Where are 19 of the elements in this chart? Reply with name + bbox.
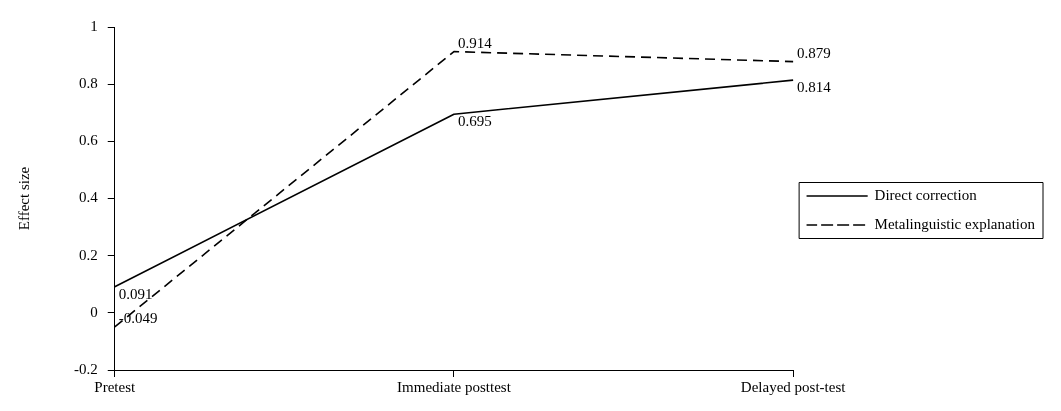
y-tick-label: 0 [90, 303, 98, 320]
y-tick-label: -0.2 [74, 360, 98, 377]
data-label: -0.049 [118, 309, 158, 326]
y-tick-label: 0.4 [79, 189, 99, 206]
data-label: 0.879 [797, 44, 831, 61]
data-label: 0.091 [118, 285, 153, 302]
x-tick-label: Delayed post-test [740, 378, 847, 395]
legend-label: Metalinguistic explanation [874, 215, 1036, 232]
y-tick-label: 0.2 [79, 246, 98, 263]
y-tick-label: 0.8 [79, 75, 98, 92]
data-label: 0.814 [797, 79, 832, 96]
y-tick-label: 0.6 [79, 132, 99, 149]
x-tick-label: Pretest [94, 378, 136, 395]
y-axis-title: Effect size [15, 166, 32, 231]
y-tick-label: 1 [90, 17, 98, 34]
data-label: 0.695 [457, 113, 492, 130]
x-tick-label: Immediate posttest [397, 378, 512, 395]
data-label: 0.914 [457, 34, 493, 51]
legend-label: Direct correction [874, 186, 978, 203]
